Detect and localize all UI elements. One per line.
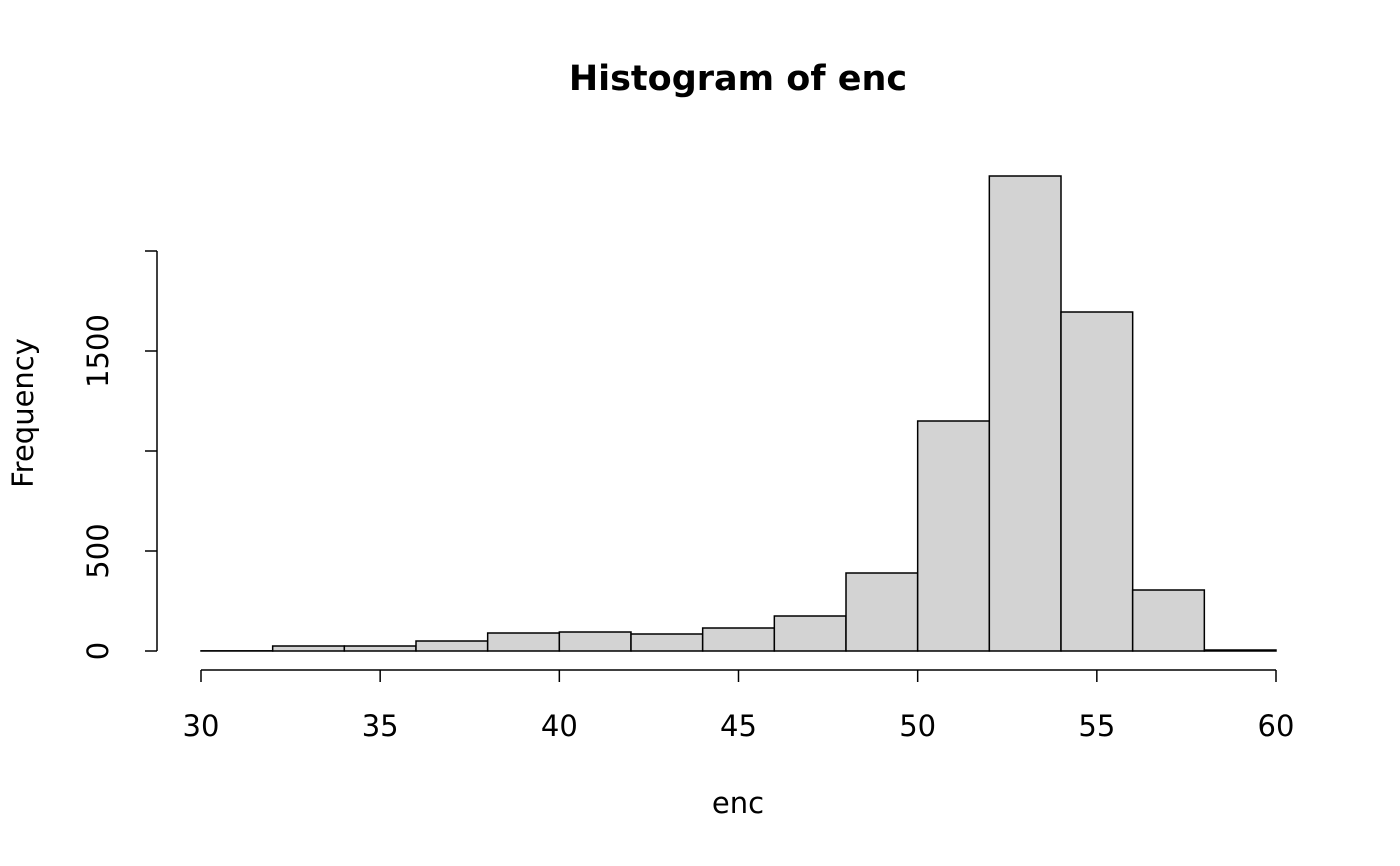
y-tick-label: 1500 <box>81 314 115 388</box>
bar <box>701 627 776 652</box>
x-tick-label: 30 <box>183 709 220 743</box>
x-tick-label: 60 <box>1258 709 1295 743</box>
bar <box>845 572 919 652</box>
x-tick-label: 35 <box>362 709 399 743</box>
bar <box>271 645 346 652</box>
bar <box>630 633 704 652</box>
x-tick-label: 50 <box>899 709 936 743</box>
bar <box>1131 589 1206 652</box>
y-axis-label: Frequency <box>6 338 40 488</box>
bar <box>988 175 1062 652</box>
bar <box>558 631 632 652</box>
bar <box>1060 311 1134 652</box>
x-tick-label: 55 <box>1078 709 1115 743</box>
bar <box>916 420 991 652</box>
x-axis-label: enc <box>712 786 764 820</box>
x-tick-label: 40 <box>541 709 578 743</box>
bar <box>415 640 489 652</box>
y-tick-label: 0 <box>81 642 115 660</box>
x-tick-label: 45 <box>720 709 757 743</box>
chart-title: Histogram of enc <box>569 59 907 99</box>
bar <box>486 632 561 652</box>
y-tick-label: 500 <box>81 523 115 578</box>
bar <box>1203 649 1277 652</box>
bar <box>773 615 847 652</box>
bar <box>343 645 417 652</box>
